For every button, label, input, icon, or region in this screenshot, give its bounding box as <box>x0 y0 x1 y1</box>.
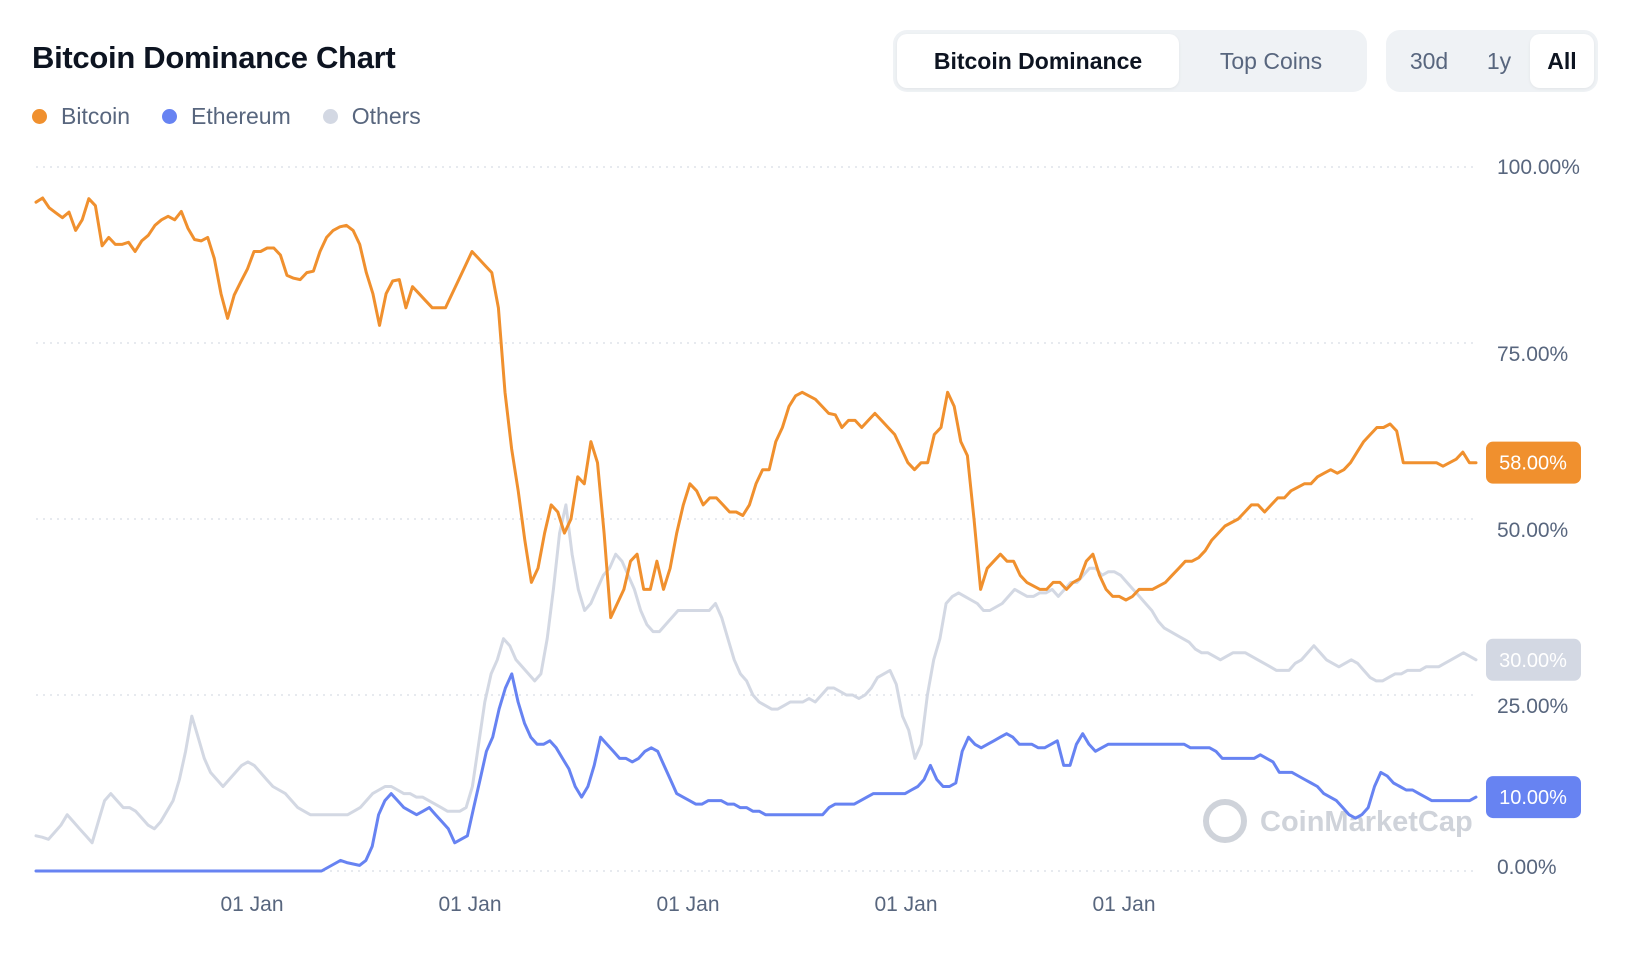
current-value-badges: 58.00% 30.00% 10.00% <box>1486 441 1581 819</box>
badge-others <box>1486 638 1581 681</box>
y-tick-label: 50.00% <box>1497 519 1568 542</box>
x-tick-label: 01 Jan <box>656 893 719 916</box>
badge-ethereum <box>1486 776 1581 819</box>
badge-label-ethereum: 10.00% <box>1499 787 1567 809</box>
x-axis: 01 Jan 01 Jan 01 Jan 01 Jan 01 Jan <box>220 893 1155 916</box>
chart-series <box>34 196 1478 873</box>
x-tick-label: 01 Jan <box>220 893 283 916</box>
series-line-bitcoin[interactable] <box>34 196 1478 620</box>
others-dot-icon <box>322 109 338 124</box>
y-axis: 100.00% 75.00% 50.00% 25.00% 0.00% <box>1497 156 1580 879</box>
x-tick-label: 01 Jan <box>874 893 937 916</box>
y-tick-label: 25.00% <box>1497 695 1568 718</box>
badge-bitcoin <box>1486 441 1581 484</box>
x-tick-label: 01 Jan <box>1092 893 1155 916</box>
badge-label-others: 30.00% <box>1499 650 1567 672</box>
tab-bitcoin-dominance[interactable]: Bitcoin Dominance <box>897 34 1179 88</box>
ethereum-dot-icon <box>162 109 178 124</box>
range-all-button[interactable]: All <box>1530 34 1594 88</box>
legend-item-ethereum[interactable]: Ethereum <box>162 103 291 130</box>
y-tick-label: 0.00% <box>1497 856 1557 879</box>
badge-label-bitcoin: 58.00% <box>1499 453 1567 475</box>
tab-top-coins[interactable]: Top Coins <box>1219 47 1323 74</box>
coinmarketcap-logo-icon <box>1203 799 1247 843</box>
bitcoin-dot-icon <box>32 109 47 124</box>
legend-item-bitcoin[interactable]: Bitcoin <box>32 103 130 130</box>
legend-label-others: Others <box>351 103 421 129</box>
page-title: Bitcoin Dominance Chart <box>32 40 396 75</box>
y-tick-label: 100.00% <box>1497 156 1580 179</box>
range-30d-button[interactable]: 30d <box>1409 47 1449 74</box>
legend-label-ethereum: Ethereum <box>191 103 291 129</box>
x-tick-label: 01 Jan <box>438 893 501 916</box>
chart-type-tabs: Bitcoin Dominance Top Coins <box>893 30 1367 92</box>
coinmarketcap-watermark: CoinMarketCap <box>1203 799 1473 843</box>
chart-legend: Bitcoin Ethereum Others <box>32 103 421 130</box>
series-line-ethereum[interactable] <box>34 672 1478 873</box>
range-1y-button[interactable]: 1y <box>1486 47 1512 74</box>
series-line-others[interactable] <box>34 503 1478 845</box>
legend-label-bitcoin: Bitcoin <box>61 103 131 129</box>
legend-item-others[interactable]: Others <box>322 103 421 130</box>
y-tick-label: 75.00% <box>1497 343 1568 366</box>
time-range-tabs: 30d 1y All <box>1386 30 1598 92</box>
